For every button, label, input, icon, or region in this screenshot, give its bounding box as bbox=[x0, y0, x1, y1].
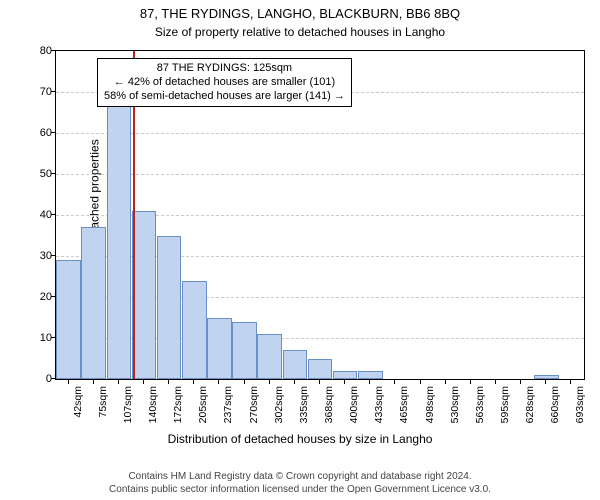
y-tick-mark bbox=[51, 91, 55, 92]
annotation-line-1: 87 THE RYDINGS: 125sqm bbox=[104, 62, 345, 76]
x-tick-label: 693sqm bbox=[574, 386, 586, 446]
histogram-bar bbox=[107, 104, 132, 379]
x-tick-mark bbox=[143, 380, 144, 384]
y-tick-mark bbox=[51, 50, 55, 51]
x-tick-mark bbox=[193, 380, 194, 384]
y-tick-label: 40 bbox=[12, 209, 52, 221]
x-tick-label: 140sqm bbox=[147, 386, 159, 446]
x-tick-label: 270sqm bbox=[248, 386, 260, 446]
y-tick-label: 50 bbox=[12, 168, 52, 180]
histogram-bar bbox=[132, 211, 157, 379]
histogram-bar bbox=[182, 281, 207, 379]
histogram-bar bbox=[232, 322, 257, 379]
y-tick-label: 70 bbox=[12, 86, 52, 98]
histogram-bar bbox=[358, 371, 383, 379]
gridline bbox=[56, 174, 584, 175]
x-tick-label: 42sqm bbox=[72, 386, 84, 446]
histogram-bar bbox=[333, 371, 358, 379]
histogram-bar bbox=[157, 236, 182, 380]
x-tick-label: 172sqm bbox=[172, 386, 184, 446]
y-tick-label: 60 bbox=[12, 127, 52, 139]
x-tick-label: 237sqm bbox=[222, 386, 234, 446]
y-tick-mark bbox=[51, 296, 55, 297]
x-tick-label: 205sqm bbox=[197, 386, 209, 446]
x-tick-mark bbox=[319, 380, 320, 384]
footer-line-2: Contains public sector information licen… bbox=[0, 484, 600, 497]
histogram-bar bbox=[308, 359, 333, 380]
x-tick-label: 530sqm bbox=[449, 386, 461, 446]
x-tick-label: 335sqm bbox=[298, 386, 310, 446]
y-tick-mark bbox=[51, 255, 55, 256]
y-tick-mark bbox=[51, 214, 55, 215]
x-tick-mark bbox=[495, 380, 496, 384]
x-tick-mark bbox=[369, 380, 370, 384]
x-tick-mark bbox=[570, 380, 571, 384]
histogram-bar bbox=[56, 260, 81, 379]
x-tick-mark bbox=[470, 380, 471, 384]
x-tick-mark bbox=[244, 380, 245, 384]
x-tick-label: 498sqm bbox=[424, 386, 436, 446]
chart-title: 87, THE RYDINGS, LANGHO, BLACKBURN, BB6 … bbox=[0, 6, 600, 21]
histogram-bar bbox=[207, 318, 232, 380]
histogram-bar bbox=[81, 227, 106, 379]
y-tick-label: 0 bbox=[12, 373, 52, 385]
x-tick-mark bbox=[394, 380, 395, 384]
x-tick-label: 400sqm bbox=[348, 386, 360, 446]
y-tick-label: 10 bbox=[12, 332, 52, 344]
gridline bbox=[56, 133, 584, 134]
x-tick-label: 433sqm bbox=[373, 386, 385, 446]
y-tick-label: 20 bbox=[12, 291, 52, 303]
x-tick-label: 465sqm bbox=[398, 386, 410, 446]
x-tick-label: 595sqm bbox=[499, 386, 511, 446]
x-tick-label: 368sqm bbox=[323, 386, 335, 446]
x-tick-mark bbox=[545, 380, 546, 384]
y-tick-label: 30 bbox=[12, 250, 52, 262]
x-tick-label: 628sqm bbox=[524, 386, 536, 446]
y-tick-mark bbox=[51, 378, 55, 379]
x-tick-mark bbox=[218, 380, 219, 384]
x-tick-label: 75sqm bbox=[97, 386, 109, 446]
x-tick-mark bbox=[420, 380, 421, 384]
footer-line-1: Contains HM Land Registry data © Crown c… bbox=[0, 471, 600, 484]
annotation-line-2: ← 42% of detached houses are smaller (10… bbox=[104, 76, 345, 90]
footer-text: Contains HM Land Registry data © Crown c… bbox=[0, 471, 600, 496]
x-tick-label: 563sqm bbox=[474, 386, 486, 446]
x-tick-mark bbox=[118, 380, 119, 384]
annotation-box: 87 THE RYDINGS: 125sqm ← 42% of detached… bbox=[97, 58, 352, 107]
histogram-bar bbox=[534, 375, 559, 379]
y-tick-mark bbox=[51, 173, 55, 174]
x-tick-label: 660sqm bbox=[549, 386, 561, 446]
annotation-line-3: 58% of semi-detached houses are larger (… bbox=[104, 90, 345, 104]
x-tick-mark bbox=[68, 380, 69, 384]
x-tick-mark bbox=[344, 380, 345, 384]
x-tick-mark bbox=[168, 380, 169, 384]
x-tick-mark bbox=[445, 380, 446, 384]
x-tick-label: 107sqm bbox=[122, 386, 134, 446]
chart-subtitle: Size of property relative to detached ho… bbox=[0, 25, 600, 39]
x-tick-mark bbox=[269, 380, 270, 384]
x-tick-mark bbox=[294, 380, 295, 384]
histogram-bar bbox=[283, 350, 308, 379]
y-tick-label: 80 bbox=[12, 45, 52, 57]
x-tick-mark bbox=[520, 380, 521, 384]
y-tick-mark bbox=[51, 132, 55, 133]
x-tick-label: 302sqm bbox=[273, 386, 285, 446]
x-tick-mark bbox=[93, 380, 94, 384]
y-tick-mark bbox=[51, 337, 55, 338]
histogram-bar bbox=[257, 334, 282, 379]
